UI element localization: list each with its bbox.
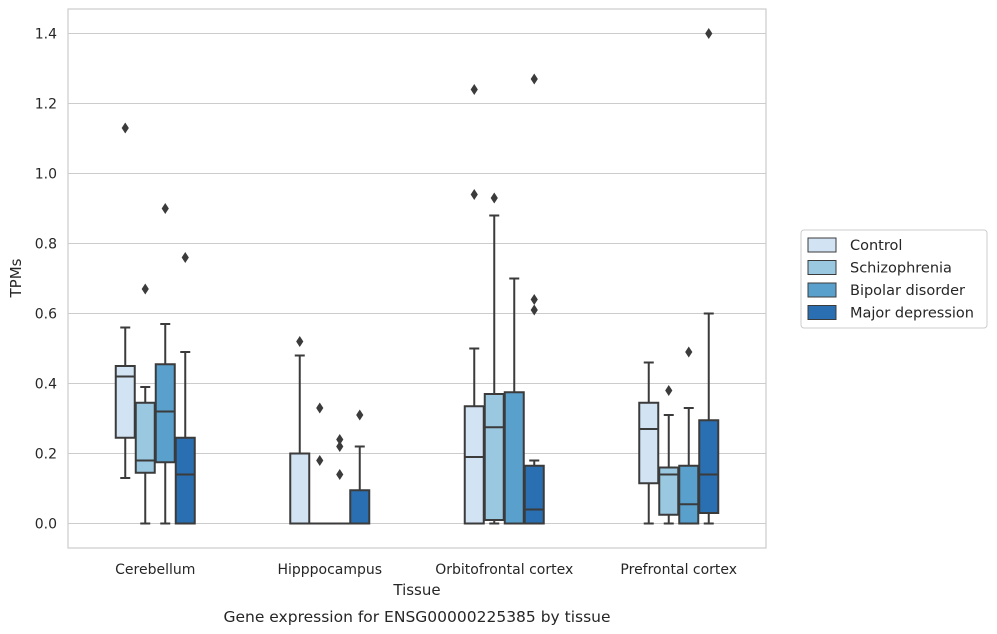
x-axis-label: Tissue [392,581,440,599]
legend-swatch [807,305,837,320]
legend-label: Schizophrenia [850,261,952,277]
iqr-box [349,489,371,525]
legend-frame [800,229,988,329]
outlier-point [121,122,129,134]
iqr-box [698,419,720,514]
x-tick-label: Orbitofrontal cortex [435,562,573,578]
chart-caption: Gene expression for ENSG00000225385 by t… [223,608,610,626]
box-plot [698,312,720,525]
box-plot [503,277,525,525]
legend-label: Bipolar disorder [850,283,965,299]
outlier-point [356,409,364,421]
box-plot [638,361,660,525]
iqr-box [289,452,311,525]
legend-label: Control [850,238,902,254]
y-tick-label: 1.0 [35,167,57,183]
iqr-box [638,401,660,485]
outlier-point [470,189,478,200]
iqr-box [678,464,700,525]
iqr-box [523,464,545,525]
y-tick-label: 0.0 [35,517,57,533]
outlier-point [685,346,693,358]
legend-swatch [807,260,837,275]
y-tick-label: 1.4 [35,27,57,43]
outlier-point [336,441,344,452]
box-plot [658,414,680,525]
plot-frame [67,8,767,549]
box-plot [349,445,371,525]
iqr-box [134,401,156,474]
x-tick-labels: Cerebellum Hipppocampus Orbitofrontal cort… [115,562,737,578]
box-plot [154,323,176,525]
outlier-point [530,73,538,85]
outlier-point [530,304,538,316]
y-tick-label: 0.8 [35,237,57,253]
box-plot [483,214,505,525]
outlier-points [121,28,713,480]
outlier-point [161,203,169,214]
x-tick-label: Cerebellum [115,562,195,578]
box-plot [463,347,485,525]
outlier-point [296,336,304,347]
outlier-point [316,455,324,466]
legend-swatch [807,282,837,298]
outlier-point [470,84,478,95]
box-plot [523,459,545,525]
box-plot [114,326,136,479]
y-tick-label: 0.4 [35,377,57,393]
iqr-box [154,363,176,464]
outlier-point [665,385,673,396]
y-tick-label: 0.2 [35,447,57,463]
legend-swatch [807,237,837,253]
box-plot [134,386,156,525]
box-plots [114,214,720,525]
iqr-box [174,436,196,525]
y-tick-label: 1.2 [35,97,57,113]
outlier-point [336,469,344,480]
outlier-point [490,192,498,204]
outlier-point [316,402,324,414]
outlier-point [336,434,344,445]
iqr-box [463,405,485,525]
outlier-point [530,294,538,305]
box-plot [678,407,700,525]
x-tick-label: Hipppocampus [277,562,382,578]
x-tick-label: Prefrontal cortex [620,562,737,578]
outlier-point [705,28,713,39]
iqr-box [503,391,525,525]
y-axis-label: TPMs [7,258,25,298]
legend-label: Major depression [850,306,974,322]
y-tick-labels: 0.0 0.2 0.4 0.6 0.8 1.0 1.2 1.4 [35,27,57,533]
legend: Control Schizophrenia Bipolar disorder Majo… [800,229,988,329]
box-plot [289,354,311,525]
y-tick-label: 0.6 [35,307,57,323]
outlier-point [141,283,149,295]
box-plot [174,351,196,525]
outlier-point [181,252,189,263]
iqr-box [483,393,505,521]
